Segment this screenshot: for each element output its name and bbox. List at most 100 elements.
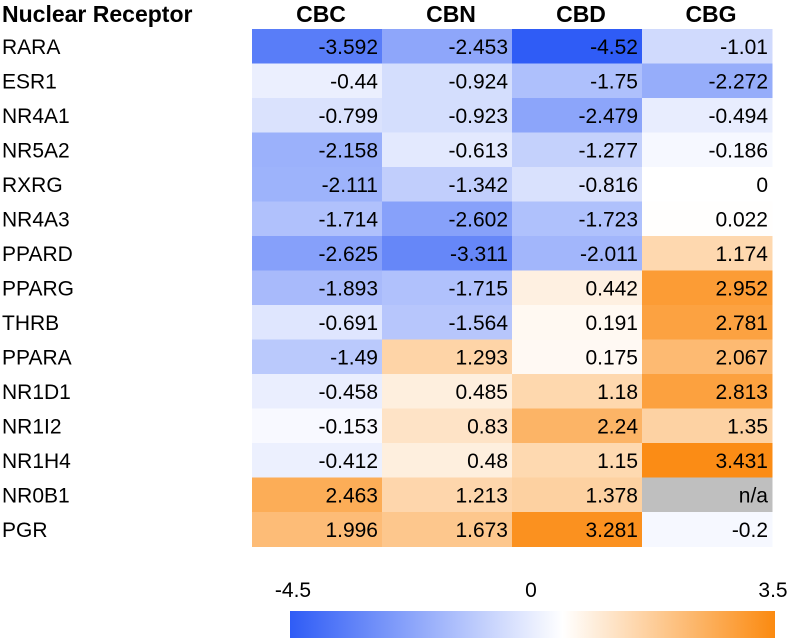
cell-value: -0.691 bbox=[318, 312, 378, 335]
cell-value: -2.272 bbox=[708, 70, 768, 93]
heatmap-cell bbox=[512, 477, 643, 513]
heatmap-cell bbox=[512, 98, 643, 133]
cell-value: 0 bbox=[756, 174, 768, 197]
row-label-rara: RARA bbox=[2, 36, 60, 59]
cell-value: 2.067 bbox=[715, 346, 768, 369]
cell-value: 0.83 bbox=[467, 415, 508, 438]
cell-value: -0.613 bbox=[448, 139, 508, 162]
heatmap-cell bbox=[252, 305, 383, 340]
cell-value: -0.412 bbox=[318, 450, 378, 473]
heatmap-cell bbox=[512, 270, 643, 306]
cell-value: 1.18 bbox=[597, 381, 638, 404]
heatmap-cell bbox=[512, 63, 643, 99]
heatmap-cell bbox=[382, 374, 513, 409]
cell-value: 1.15 bbox=[597, 450, 638, 473]
cell-value: -2.111 bbox=[322, 174, 378, 197]
cell-value: 0.175 bbox=[585, 346, 638, 369]
cell-value: -0.924 bbox=[448, 70, 508, 93]
heatmap-cell bbox=[642, 443, 773, 478]
heatmap-cell bbox=[382, 305, 513, 340]
cell-value: -1.277 bbox=[578, 139, 638, 162]
heatmap-cell bbox=[252, 512, 383, 547]
heatmap-cell bbox=[252, 236, 383, 271]
cell-value: 2.24 bbox=[597, 415, 638, 438]
cell-value: n/a bbox=[739, 484, 769, 507]
cell-value: -0.458 bbox=[318, 381, 378, 404]
cell-value: -0.44 bbox=[330, 70, 378, 93]
heatmap-cell bbox=[642, 270, 773, 306]
heatmap-cell bbox=[252, 374, 383, 409]
heatmap-cell bbox=[642, 408, 773, 444]
column-headers: CBC CBN CBD CBG bbox=[296, 1, 736, 27]
heatmap-cell bbox=[252, 132, 383, 168]
heatmap-cell bbox=[252, 29, 383, 64]
cell-value: -0.816 bbox=[578, 174, 638, 197]
heatmap-cell bbox=[252, 408, 383, 444]
row-label-pparg: PPARG bbox=[2, 277, 74, 300]
cell-value: 0.191 bbox=[585, 312, 638, 335]
column-header-cbc: CBC bbox=[296, 1, 346, 27]
heatmap-cell bbox=[642, 339, 773, 375]
heatmap-cell bbox=[642, 98, 773, 133]
cell-value: -0.2 bbox=[732, 519, 768, 542]
heatmap-cell bbox=[512, 374, 643, 409]
cell-value: 0.48 bbox=[467, 450, 508, 473]
cell-value: 2.813 bbox=[715, 381, 768, 404]
cell-value: -0.494 bbox=[708, 105, 768, 128]
cell-value: -2.479 bbox=[578, 105, 638, 128]
heatmap-cell bbox=[252, 477, 383, 513]
heatmap-cell bbox=[512, 167, 643, 202]
row-label-nr1h4: NR1H4 bbox=[2, 450, 71, 473]
cell-value: 1.996 bbox=[325, 519, 378, 542]
cell-value: -3.592 bbox=[318, 36, 378, 59]
heatmap-cell bbox=[512, 339, 643, 375]
heatmap-cell bbox=[642, 305, 773, 340]
cell-value: 2.952 bbox=[715, 277, 768, 300]
row-label-nr5a2: NR5A2 bbox=[2, 139, 70, 162]
row-label-nr1i2: NR1I2 bbox=[2, 415, 62, 438]
heatmap-cell bbox=[382, 236, 513, 271]
cell-value: -2.158 bbox=[318, 139, 378, 162]
heatmap-cell bbox=[512, 443, 643, 478]
cell-value: 1.213 bbox=[455, 484, 508, 507]
row-label-nr0b1: NR0B1 bbox=[2, 484, 70, 507]
heatmap-cell bbox=[382, 270, 513, 306]
cell-value: 0.442 bbox=[585, 277, 638, 300]
heatmap-cell bbox=[512, 305, 643, 340]
cell-value: 1.673 bbox=[455, 519, 508, 542]
cell-value: 1.174 bbox=[715, 243, 768, 266]
heatmap-cell bbox=[382, 477, 513, 513]
heatmap-cell bbox=[252, 201, 383, 237]
row-label-ppara: PPARA bbox=[2, 346, 72, 369]
heatmap-cell bbox=[252, 270, 383, 306]
heatmap-cell bbox=[382, 201, 513, 237]
cell-value: -0.799 bbox=[318, 105, 378, 128]
cell-value: -1.723 bbox=[578, 208, 638, 231]
row-label-nr4a1: NR4A1 bbox=[2, 105, 70, 128]
heatmap-cell bbox=[642, 63, 773, 99]
colorbar-min-label: -4.5 bbox=[275, 579, 311, 602]
heatmap-cell bbox=[512, 201, 643, 237]
heatmap-cell bbox=[512, 29, 643, 64]
heatmap-cells: -3.592 -2.453 -4.52 -1.01 -0.44 -0.924 -1.75 -2… bbox=[252, 29, 773, 547]
cell-value: -1.714 bbox=[318, 208, 378, 231]
cell-value: -2.602 bbox=[448, 208, 508, 231]
cell-value: -4.52 bbox=[590, 36, 638, 59]
colorbar: -4.5 0 3.5 bbox=[275, 579, 787, 638]
row-label-ppard: PPARD bbox=[2, 243, 73, 266]
row-label-thrb: THRB bbox=[2, 312, 59, 335]
heatmap-cell bbox=[252, 339, 383, 375]
heatmap-cell bbox=[382, 339, 513, 375]
heatmap-cell bbox=[642, 132, 773, 168]
cell-value: -2.625 bbox=[318, 243, 378, 266]
cell-value: -1.564 bbox=[448, 312, 508, 335]
cell-value: -0.153 bbox=[318, 415, 378, 438]
row-label-rxrg: RXRG bbox=[2, 174, 63, 197]
cell-value: -2.011 bbox=[580, 243, 638, 266]
heatmap-cell bbox=[512, 132, 643, 168]
cell-value: -3.311 bbox=[450, 243, 508, 266]
heatmap-cell bbox=[512, 236, 643, 271]
heatmap-cell bbox=[252, 167, 383, 202]
heatmap-cell bbox=[382, 443, 513, 478]
heatmap-cell bbox=[642, 29, 773, 64]
